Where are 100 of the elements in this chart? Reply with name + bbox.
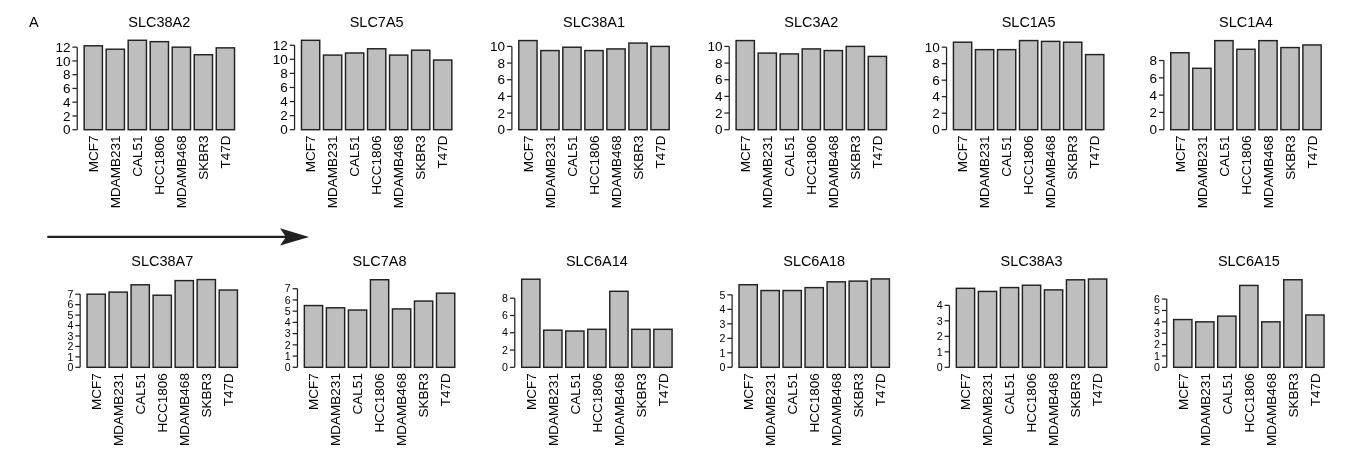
x-tick-label: MCF7 xyxy=(88,373,104,410)
y-tick-label: 0 xyxy=(1149,122,1158,138)
x-tick-label: MCF7 xyxy=(86,135,101,173)
bar xyxy=(1261,321,1281,369)
y-tick-label: 8 xyxy=(280,66,288,82)
x-tick-label: HCC1806 xyxy=(1238,135,1254,195)
bar xyxy=(1084,53,1105,131)
bar xyxy=(996,48,1017,131)
x-tick-label: MCF7 xyxy=(958,373,974,410)
chart-title: SLC7A5 xyxy=(349,14,404,31)
x-tick-label: CAL51 xyxy=(347,135,363,177)
chart-title: SLC6A14 xyxy=(565,252,628,269)
bar xyxy=(628,42,648,131)
y-tick-label: 2 xyxy=(497,105,506,121)
x-tick-label: SKBR3 xyxy=(196,135,212,180)
y-tick-label: 5 xyxy=(1154,304,1161,317)
bar xyxy=(1040,40,1061,131)
bar xyxy=(193,54,214,131)
bar xyxy=(83,45,104,131)
x-tick-label: MCF7 xyxy=(1172,135,1188,173)
bar xyxy=(1302,44,1322,131)
y-tick-label: 1 xyxy=(719,346,726,359)
bar xyxy=(322,54,343,131)
y-tick-label: 12 xyxy=(55,39,71,55)
bar xyxy=(867,55,888,131)
y-tick-label: 2 xyxy=(936,330,943,343)
bar xyxy=(955,287,976,369)
x-tick-label: MCF7 xyxy=(306,373,322,410)
x-tick-label: HCC1806 xyxy=(804,135,820,195)
bar xyxy=(432,59,453,131)
y-tick-label: 2 xyxy=(1149,105,1158,121)
y-tick-label: 4 xyxy=(284,316,291,329)
y-tick-label: 6 xyxy=(497,72,506,88)
x-tick-label: HCC1806 xyxy=(369,135,385,195)
bar xyxy=(974,48,995,131)
x-tick-label: MDAMB468 xyxy=(394,373,410,446)
y-tick-label: 6 xyxy=(1154,292,1161,305)
x-tick-label: CAL51 xyxy=(782,135,798,177)
y-tick-label: 2 xyxy=(284,338,291,351)
x-tick-label: T47D xyxy=(1090,372,1106,407)
y-tick-label: 1 xyxy=(67,350,74,363)
y-tick-label: 3 xyxy=(936,314,943,327)
chart-title: SLC6A18 xyxy=(783,252,846,269)
bar xyxy=(303,304,324,369)
y-tick-label: 0 xyxy=(936,361,943,374)
y-tick-label: 0 xyxy=(932,122,940,138)
x-tick-label: MDAMB468 xyxy=(1046,373,1062,446)
y-tick-label: 6 xyxy=(932,72,940,88)
x-tick-label: HCC1806 xyxy=(152,135,168,195)
y-tick-label: 3 xyxy=(1154,326,1161,339)
bar xyxy=(1194,321,1215,369)
x-tick-label: HCC1806 xyxy=(372,373,388,433)
y-tick-label: 0 xyxy=(719,361,726,374)
bar xyxy=(215,47,236,131)
x-tick-label: MDAMB231 xyxy=(977,135,993,209)
y-tick-label: 0 xyxy=(284,361,291,374)
x-tick-label: MDAMB231 xyxy=(542,135,558,209)
bar xyxy=(1214,39,1234,131)
y-tick-label: 4 xyxy=(936,299,943,312)
y-tick-label: 0 xyxy=(714,122,723,138)
y-tick-label: 4 xyxy=(280,94,289,110)
bar xyxy=(130,284,151,369)
y-tick-label: 3 xyxy=(284,327,291,340)
x-tick-label: HCC1806 xyxy=(806,373,822,433)
bar xyxy=(562,46,582,131)
y-tick-label: 3 xyxy=(719,317,726,330)
bar xyxy=(952,41,973,131)
y-tick-label: 2 xyxy=(1154,338,1161,351)
bar xyxy=(196,278,217,369)
x-tick-label: SKBR3 xyxy=(848,135,864,180)
bar xyxy=(149,40,170,131)
bar xyxy=(152,294,173,369)
bar xyxy=(1065,279,1086,369)
bar xyxy=(325,307,346,369)
bar xyxy=(108,291,129,369)
y-tick-label: 10 xyxy=(55,53,71,69)
bar xyxy=(977,290,998,369)
y-tick-label: 5 xyxy=(284,304,291,317)
x-tick-label: T47D xyxy=(655,372,671,407)
y-tick-label: 4 xyxy=(932,89,941,105)
x-tick-label: CAL51 xyxy=(1219,373,1235,415)
y-tick-label: 6 xyxy=(714,72,723,88)
x-tick-label: T47D xyxy=(435,135,451,169)
y-tick-label: 6 xyxy=(280,80,288,96)
x-tick-label: MDAMB231 xyxy=(1194,135,1210,209)
x-tick-label: MDAMB231 xyxy=(108,135,124,209)
y-tick-label: 8 xyxy=(1149,53,1158,69)
bar xyxy=(1172,318,1193,369)
x-tick-label: MDAMB231 xyxy=(980,373,996,446)
y-tick-label: 2 xyxy=(62,108,71,124)
bar xyxy=(347,309,368,369)
x-tick-label: CAL51 xyxy=(784,373,800,415)
y-tick-label: 1 xyxy=(936,345,943,358)
bar xyxy=(609,290,629,369)
chart-title: SLC1A4 xyxy=(1219,14,1273,31)
y-tick-label: 0 xyxy=(497,122,506,138)
x-tick-label: HCC1806 xyxy=(154,373,170,433)
y-tick-label: 0 xyxy=(280,122,288,138)
text: A xyxy=(28,14,39,31)
bar xyxy=(1192,67,1212,131)
